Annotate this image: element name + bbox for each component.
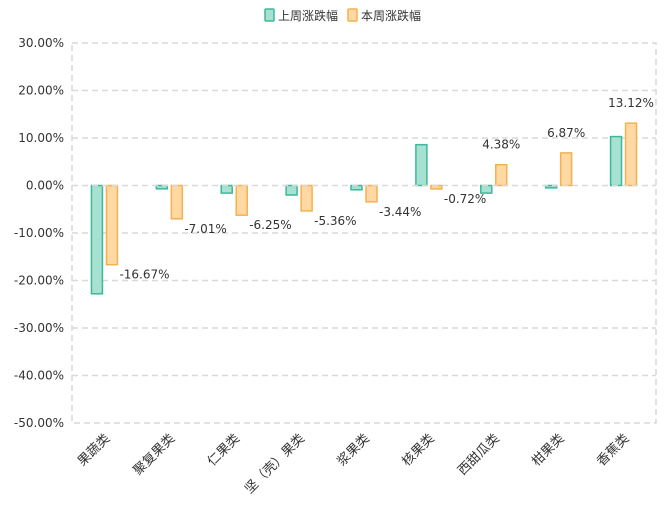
y-tick-label: 30.00% [18, 36, 64, 50]
x-tick-label: 核果类 [400, 431, 438, 469]
bar-last-week [609, 135, 623, 187]
y-tick-label: -50.00% [14, 416, 64, 430]
x-tick-label: 柑果类 [529, 431, 567, 469]
y-tick-label: 20.00% [18, 84, 64, 98]
x-tick-label: 浆果类 [335, 431, 373, 469]
y-tick-label: -10.00% [14, 226, 64, 240]
data-label: 4.38% [482, 138, 520, 152]
bars [90, 122, 638, 295]
bar-last-week [415, 143, 428, 187]
bar-last-week [155, 184, 169, 190]
y-tick-label: -30.00% [14, 321, 64, 335]
data-label: -0.72% [444, 192, 486, 206]
bar-this-week [300, 184, 313, 212]
legend: 上周涨跌幅 本周涨跌幅 [264, 8, 421, 23]
bar-this-week [559, 152, 573, 187]
data-label: -7.01% [184, 222, 226, 236]
legend-swatch [264, 8, 275, 22]
bar-this-week [365, 184, 378, 203]
x-tick-label: 果蔬类 [75, 431, 113, 469]
data-label: -3.44% [379, 205, 421, 219]
bar-this-week [235, 184, 248, 216]
bar-last-week [285, 184, 298, 196]
data-label: -5.36% [314, 214, 356, 228]
y-axis: 30.00% 20.00% 10.00% 0.00% -10.00% -20.00% -30… [14, 36, 64, 430]
y-tick-label: 10.00% [18, 131, 64, 145]
bar-last-week [220, 184, 233, 194]
x-tick-label: 香蕉类 [594, 431, 632, 469]
data-label: 13.12% [608, 96, 654, 110]
y-tick-label: -40.00% [14, 369, 64, 383]
data-labels: -16.67% -7.01% -6.25% -5.36% -3.44% -0.72% 4.3… [119, 96, 653, 282]
bar-this-week [495, 163, 508, 187]
x-tick-label: 西甜瓜类 [455, 431, 503, 479]
bar-this-week [170, 184, 184, 220]
legend-swatch [347, 8, 358, 22]
legend-label: 本周涨跌幅 [361, 8, 421, 23]
bar-this-week [624, 122, 638, 187]
bar-last-week [90, 184, 104, 295]
x-tick-label: 聚复果类 [131, 431, 178, 478]
legend-label: 上周涨跌幅 [278, 8, 338, 23]
plot-frame [71, 42, 657, 424]
data-label: -6.25% [249, 218, 291, 232]
data-label: -16.67% [119, 268, 169, 282]
data-label: 6.87% [547, 126, 585, 140]
bar-this-week [105, 184, 119, 266]
x-axis: 果蔬类 聚复果类 仁果类 坚（壳）果类 浆果类 核果类 西甜瓜类 柑果类 香蕉类 [75, 431, 632, 497]
x-tick-label: 坚（壳）果类 [242, 431, 308, 497]
y-tick-label: -20.00% [14, 274, 64, 288]
bar-last-week [544, 184, 558, 189]
x-tick-label: 仁果类 [205, 431, 243, 469]
y-tick-label: 0.00% [26, 179, 64, 193]
